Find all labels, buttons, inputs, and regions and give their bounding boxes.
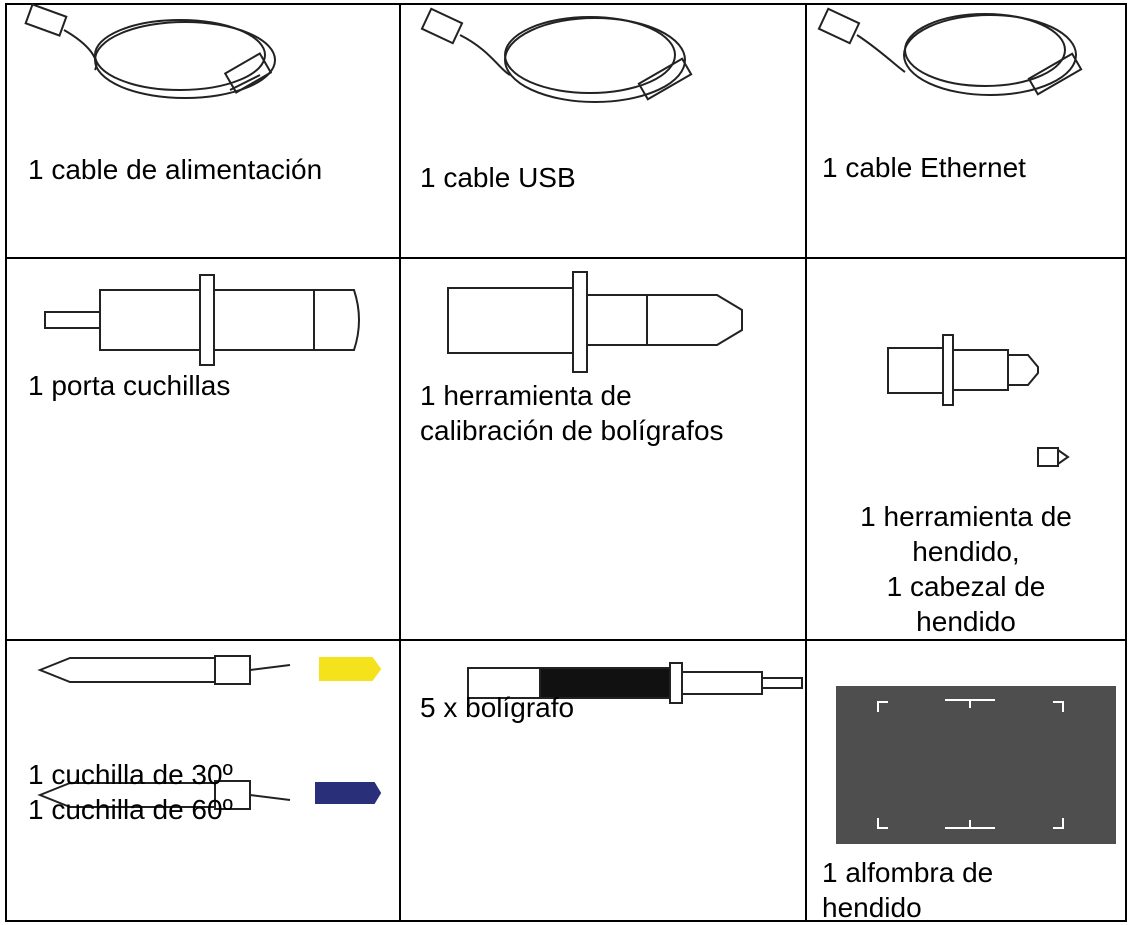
text-line: calibración de bolígrafos [420,415,724,446]
cell-text: 1 cable de alimentación [28,152,322,187]
pen-calibration-tool [447,271,743,373]
text-line: 1 porta cuchillas [28,370,231,401]
cell-text: 1 cable USB [420,160,576,195]
text-line: 5 x bolígrafo [420,692,575,723]
creasing-tool [887,334,1070,467]
cell-text: 1 herramienta de calibración de bolígrafo… [420,378,724,448]
text-line: hendido [822,892,922,923]
cell-text: 1 herramienta de hendido, 1 cabezal de hend… [806,499,1126,639]
text-line: hendido [916,606,1016,637]
cell-text: 1 cable Ethernet [822,150,1026,185]
text-line: 1 herramienta de [860,501,1072,532]
blade-holder [44,274,360,366]
text-line: 1 cuchilla de 30º [28,759,233,790]
table-grid [5,3,1127,922]
text-line: 1 cable Ethernet [822,152,1026,183]
text-line: 1 herramienta de [420,380,632,411]
text-line: hendido, [912,536,1020,567]
creasing-mat [836,686,1116,844]
text-line: 1 cuchilla de 60º [28,794,233,825]
text-line: 1 cabezal de [886,571,1046,602]
power-cable [24,3,276,99]
pen [467,662,803,704]
text-line: 1 alfombra de [822,857,994,888]
cell-text: 1 alfombra de hendido [822,855,993,925]
cell-text: 1 porta cuchillas [28,368,230,403]
cell-text: 5 x bolígrafo [420,690,574,725]
text-line: 1 cable USB [420,162,576,193]
cell-text: 1 cuchilla de 30º 1 cuchilla de 60º [28,757,233,827]
usb-cable [420,7,693,103]
blades [37,655,382,810]
text-line: 1 cable de alimentación [28,154,323,185]
ethernet-cable [817,7,1083,96]
